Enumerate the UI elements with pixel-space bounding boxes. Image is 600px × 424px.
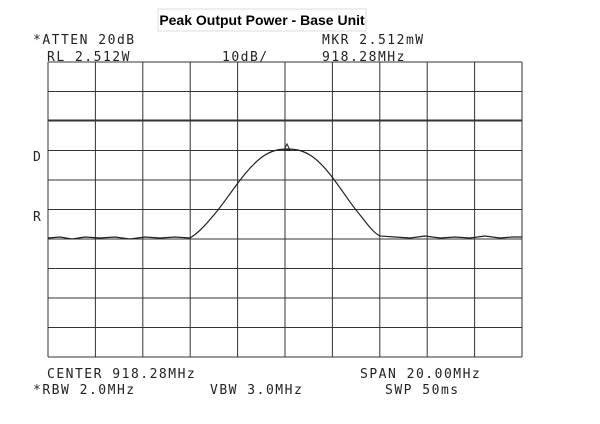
title: Peak Output Power - Base Unit [159, 12, 365, 28]
side-label: D [33, 150, 42, 165]
atten: *ATTEN 20dB [33, 33, 136, 48]
sweep: SWP 50ms [385, 383, 460, 398]
span: SPAN 20.00MHz [360, 367, 481, 382]
marker-symbol [283, 142, 291, 151]
center-freq: CENTER 918.28MHz [47, 367, 196, 382]
trace [47, 148, 522, 240]
side-label: R [33, 210, 42, 225]
rbw: *RBW 2.0MHz [33, 383, 136, 398]
title-box [157, 8, 367, 32]
marker-freq: 918.28MHz [322, 50, 406, 65]
vbw: VBW 3.0MHz [210, 383, 303, 398]
ref-level: RL 2.512W [47, 50, 131, 65]
scale: 10dB/ [222, 50, 269, 65]
marker: MKR 2.512mW [322, 33, 425, 48]
